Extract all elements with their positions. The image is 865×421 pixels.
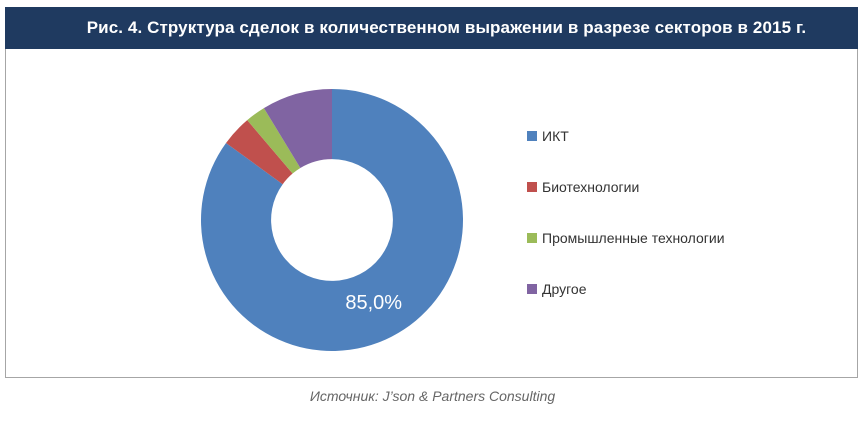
legend-item: ИКТ (527, 128, 725, 144)
legend-label: Другое (542, 281, 587, 297)
figure-title-bar: Рис. 4. Структура сделок в количественно… (5, 7, 858, 49)
legend-label: ИКТ (542, 128, 569, 144)
donut-slice (263, 89, 332, 168)
donut-chart: 85,0% (201, 89, 463, 351)
donut-slice (247, 108, 301, 174)
legend: ИКТ Биотехнологии Промышленные технологии Д… (527, 128, 725, 297)
donut-slice (201, 89, 463, 351)
chart-area: 85,0% ИКТ Биотехнологии Промышленные техно… (5, 49, 858, 378)
legend-item: Промышленные технологии (527, 230, 725, 246)
legend-swatch-icon (527, 233, 537, 243)
donut-slice (226, 120, 293, 185)
legend-label: Промышленные технологии (542, 230, 725, 246)
source-caption: Источник: J’son & Partners Consulting (309, 388, 556, 404)
legend-swatch-icon (527, 131, 537, 141)
figure-title: Рис. 4. Структура сделок в количественно… (86, 18, 807, 37)
legend-label: Биотехнологии (542, 179, 640, 195)
legend-swatch-icon (527, 284, 537, 294)
legend-item: Другое (527, 281, 725, 297)
slice-label: 85,0% (345, 292, 402, 314)
legend-item: Биотехнологии (527, 179, 725, 195)
legend-swatch-icon (527, 182, 537, 192)
